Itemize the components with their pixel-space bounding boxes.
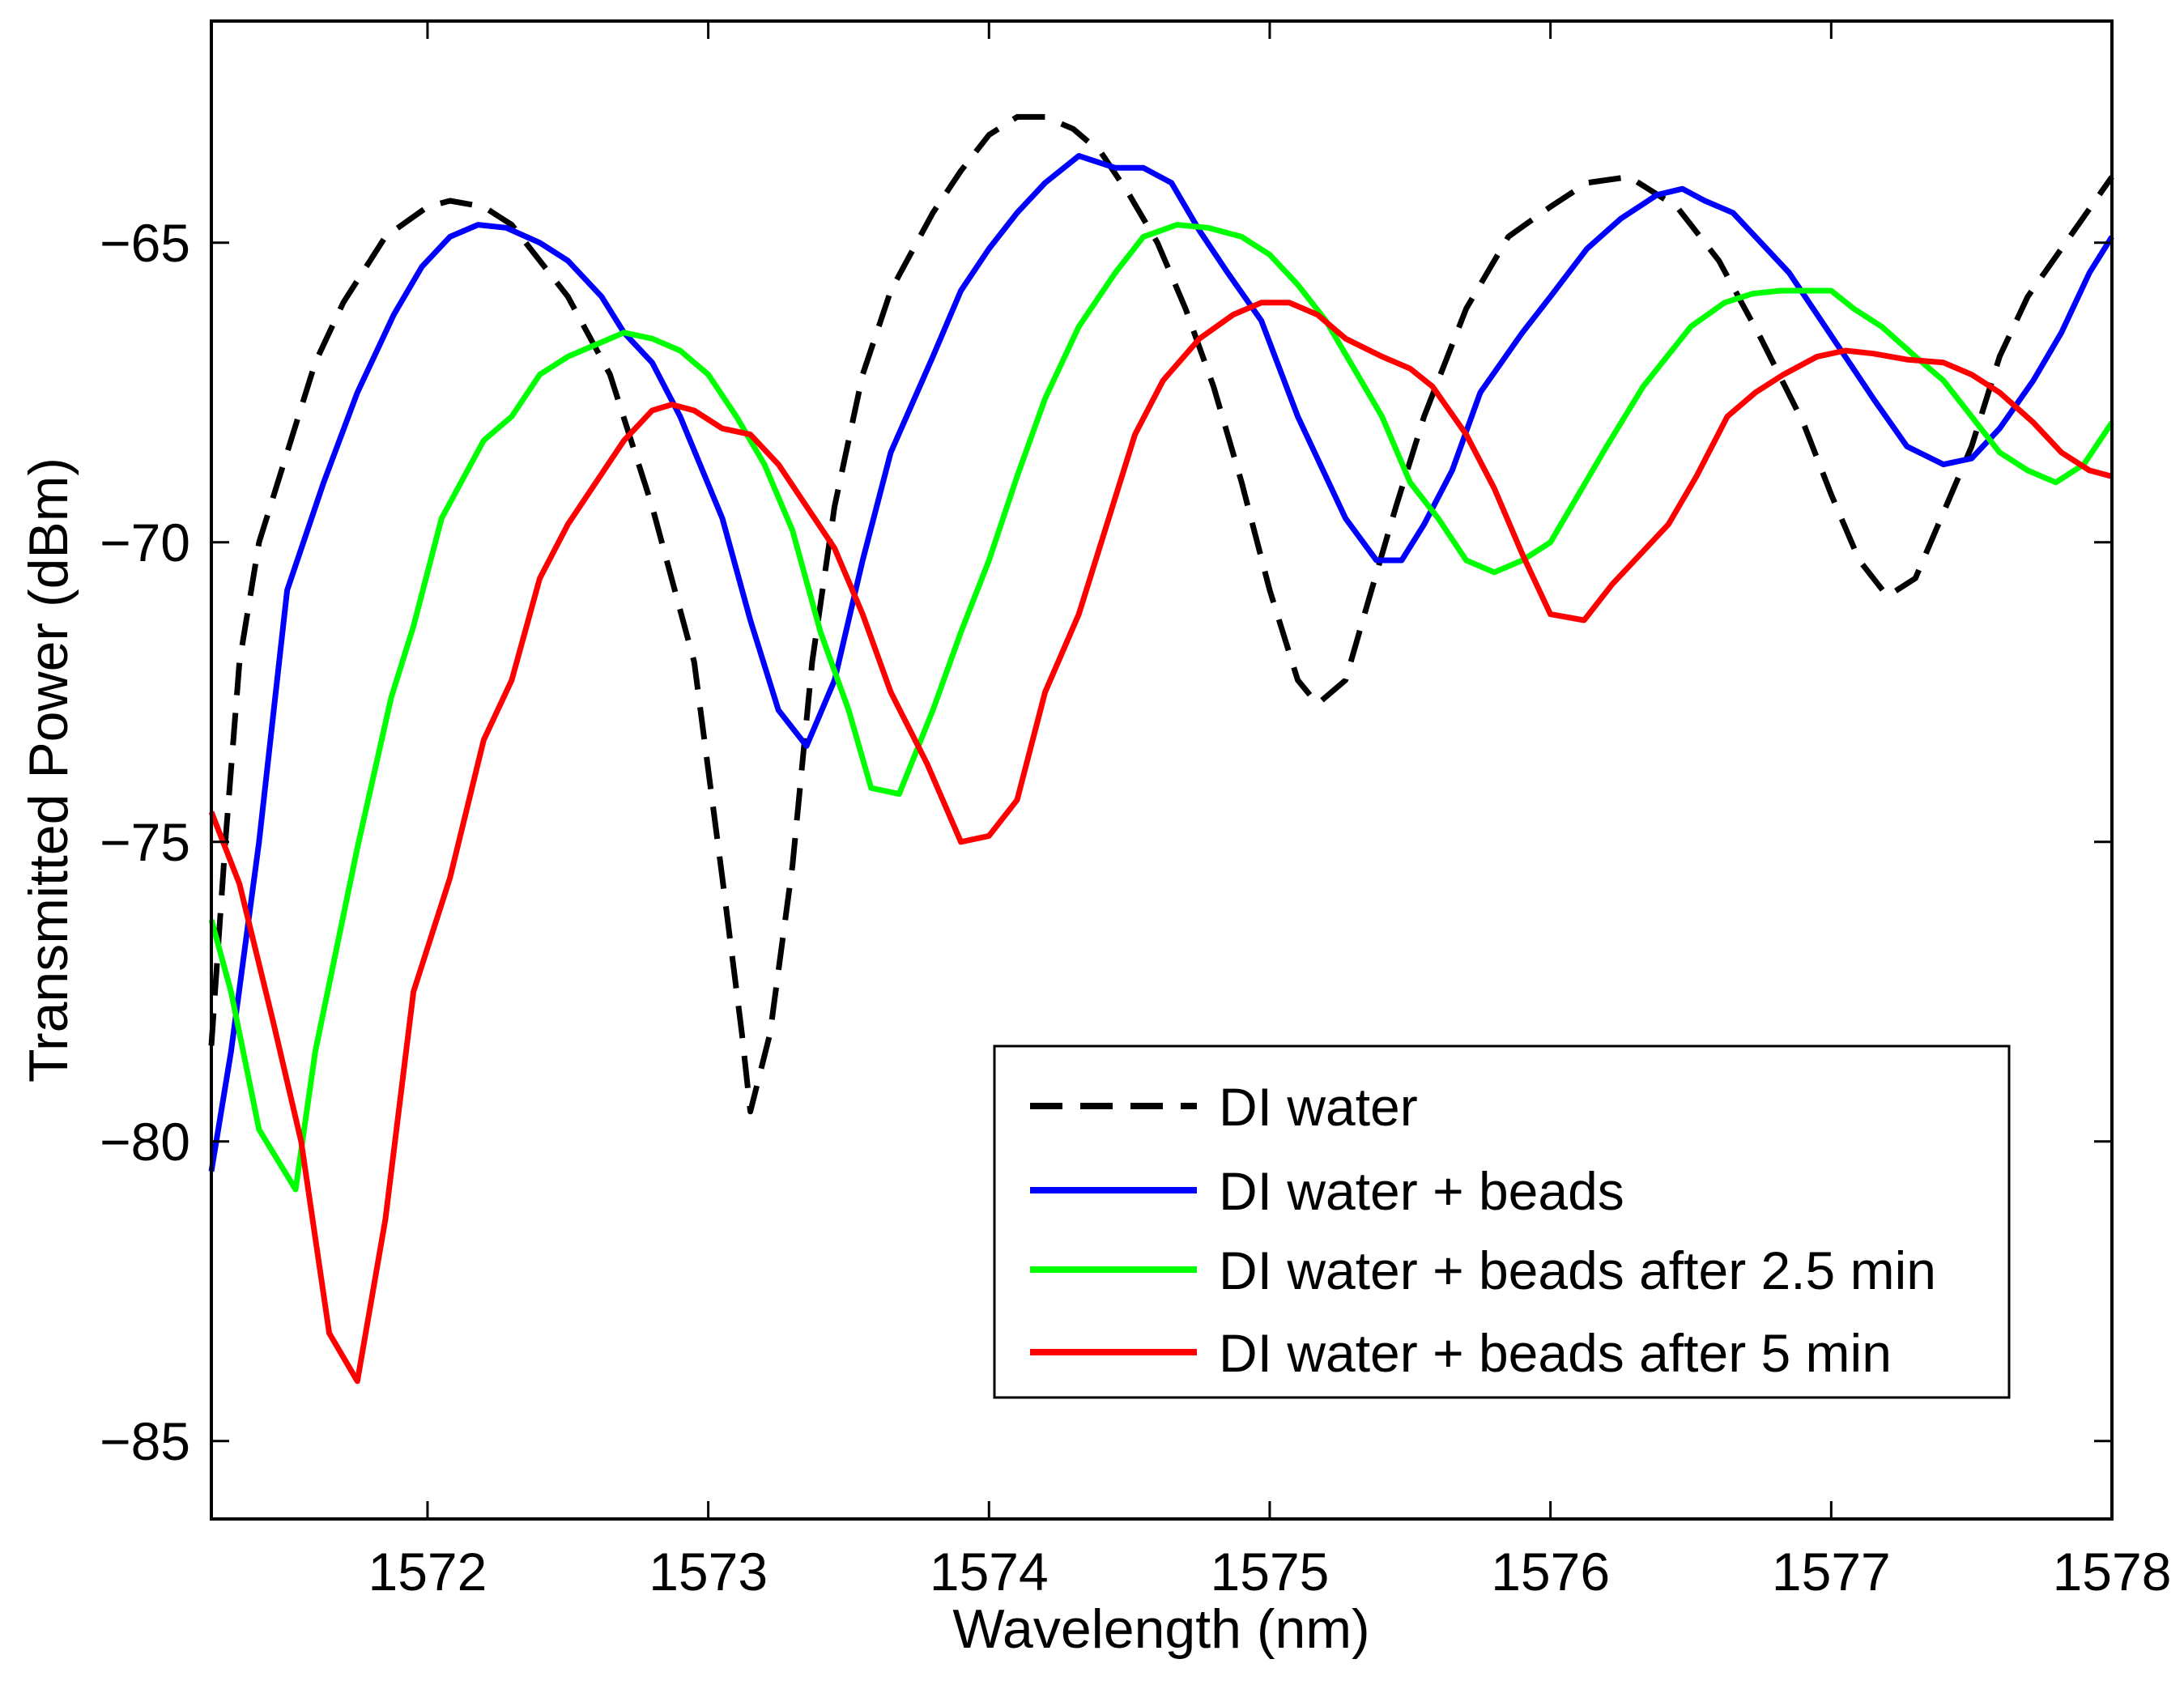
- y-tick-label: −65: [100, 213, 190, 273]
- legend-label-1: DI water: [1219, 1077, 1418, 1137]
- y-tick-label: −80: [100, 1112, 190, 1172]
- series-line-2: [208, 153, 2114, 1172]
- y-tick-label: −75: [100, 812, 190, 872]
- legend-label-3: DI water + beads after 2.5 min: [1219, 1240, 1936, 1300]
- x-tick-label: 1572: [368, 1542, 487, 1602]
- legend-label-2: DI water + beads: [1219, 1161, 1624, 1221]
- x-tick-label: 1576: [1491, 1542, 1610, 1602]
- plot-frame: [210, 19, 2114, 1521]
- y-axis-label: Transmitted Power (dBm): [18, 457, 79, 1083]
- x-tick-label: 1575: [1211, 1542, 1330, 1602]
- y-tick-label: −85: [100, 1411, 190, 1471]
- x-tick-label: 1577: [1772, 1542, 1891, 1602]
- legend-label-4: DI water + beads after 5 min: [1219, 1323, 1892, 1383]
- legend: DI water DI water + beads DI water + beads…: [993, 1044, 2011, 1399]
- x-tick-label: 1574: [930, 1542, 1049, 1602]
- legend-items: DI water DI water + beads DI water + beads…: [1030, 1077, 1936, 1383]
- legend-box: [993, 1044, 2011, 1399]
- x-axis-label: Wavelength (nm): [952, 1598, 1369, 1660]
- y-tick-label: −70: [100, 513, 190, 572]
- series-line-1: [208, 113, 2114, 1115]
- x-tick-label: 1573: [649, 1542, 768, 1602]
- series-line-4: [208, 300, 2113, 1385]
- series-layer: [208, 113, 2114, 1385]
- x-tick-label: 1578: [2053, 1542, 2172, 1602]
- series-line-3: [208, 222, 2114, 1193]
- tick-layer: 1572 1573 1574 1575 1576 1577 1578 −85 −80 −75 −70…: [100, 21, 2171, 1602]
